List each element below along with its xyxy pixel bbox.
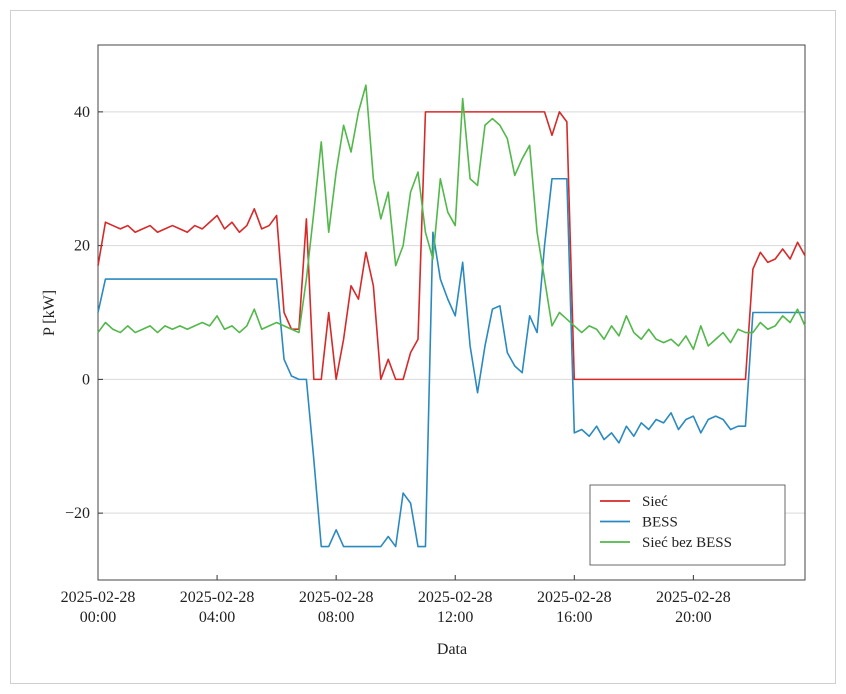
x-tick-label: 2025-02-28 00:00	[61, 589, 136, 626]
x-axis-label: Data	[437, 641, 467, 658]
x-tick-label: 2025-02-28 20:00	[656, 589, 731, 626]
legend-label: Sieć	[642, 494, 668, 510]
x-tick-label: 2025-02-28 04:00	[180, 589, 255, 626]
frame	[10, 10, 836, 684]
y-axis-label: P [kW]	[41, 290, 58, 336]
y-tick-label: 20	[74, 238, 90, 255]
series-line	[97, 84, 806, 351]
legend-label: BESS	[642, 515, 678, 531]
legend-label: Sieć bez BESS	[642, 535, 732, 551]
x-tick-label: 2025-02-28 12:00	[418, 589, 493, 626]
series-line	[97, 111, 806, 381]
series-line	[97, 177, 805, 548]
x-tick-label: 2025-02-28 08:00	[299, 589, 374, 626]
x-tick-label: 2025-02-28 16:00	[537, 589, 612, 626]
y-tick-label: 40	[74, 104, 90, 121]
legend-box	[589, 484, 786, 566]
y-tick-label: 0	[82, 371, 90, 388]
y-tick-label: −20	[65, 505, 90, 522]
